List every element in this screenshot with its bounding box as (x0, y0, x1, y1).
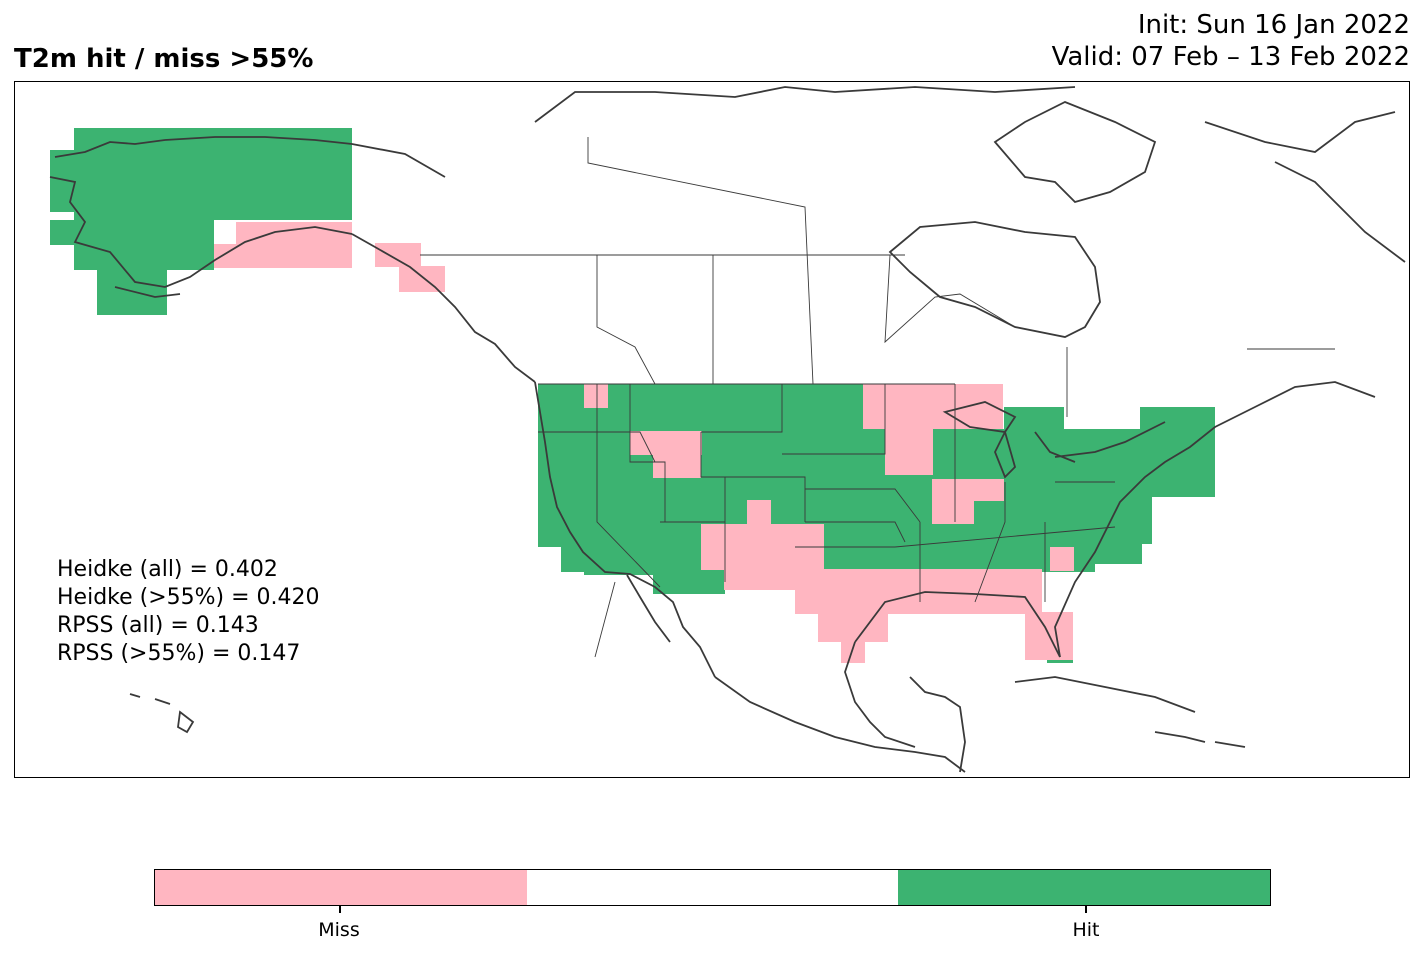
colorbar-miss-label: Miss (318, 919, 360, 941)
hit-cell (1140, 407, 1215, 497)
forecast-map (49, 86, 1406, 773)
miss-cell (932, 569, 1042, 614)
map-panel (14, 81, 1410, 778)
miss-cell (375, 243, 421, 267)
coastlines (49, 86, 1406, 773)
skill-scores: Heidke (all) = 0.402 Heidke (>55%) = 0.4… (57, 556, 320, 668)
hit-cell (584, 547, 724, 575)
miss-cell (701, 524, 725, 570)
init-date: Init: Sun 16 Jan 2022 (1137, 10, 1410, 40)
colorbar-hit-tick (1085, 906, 1087, 913)
hit-cell (74, 220, 214, 270)
hit-cell (1004, 407, 1064, 437)
colorbar-neutral-segment (526, 870, 899, 905)
colorbar-hit-label: Hit (1072, 919, 1100, 941)
miss-cell (747, 500, 771, 524)
colorbar-hit-segment (898, 870, 1271, 905)
miss-cell (1050, 547, 1074, 571)
colorbar (154, 869, 1271, 906)
miss-cell (584, 384, 608, 408)
miss-cell (932, 384, 956, 429)
map-title: T2m hit / miss >55% (14, 44, 314, 74)
rpss-55-score: RPSS (>55%) = 0.147 (57, 641, 301, 666)
miss-cell (932, 479, 974, 524)
rpss-all-score: RPSS (all) = 0.143 (57, 613, 259, 638)
miss-cell (974, 479, 1004, 501)
hit-cell (653, 572, 725, 594)
hit-cell (50, 150, 80, 212)
miss-cell (653, 454, 701, 478)
valid-period: Valid: 07 Feb – 13 Feb 2022 (1051, 42, 1410, 72)
hit-cell (1072, 429, 1152, 544)
grid-cells (50, 128, 1215, 663)
miss-cell (399, 266, 445, 292)
miss-cell (214, 244, 244, 268)
miss-cell (885, 429, 933, 475)
colorbar-miss-segment (155, 870, 527, 905)
heidke-all-score: Heidke (all) = 0.402 (57, 557, 278, 582)
colorbar-miss-tick (339, 906, 341, 913)
political-borders (420, 137, 1335, 658)
heidke-55-score: Heidke (>55%) = 0.420 (57, 585, 320, 610)
